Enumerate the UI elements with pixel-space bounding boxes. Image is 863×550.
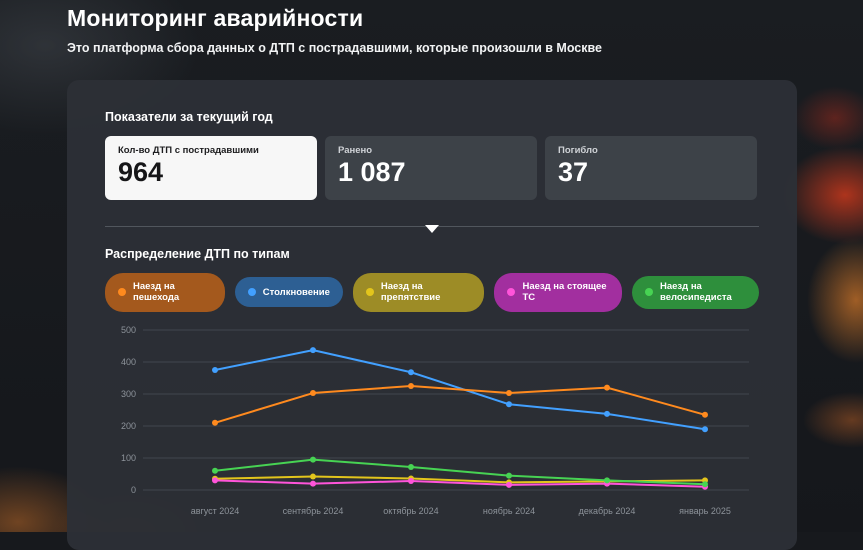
page-subtitle: Это платформа сбора данных о ДТП с постр… [67,41,602,55]
stat-card-value: 1 087 [338,157,406,187]
legend-label: Столкновение [262,286,330,298]
svg-text:август 2024: август 2024 [191,506,240,516]
legend-label: Наезд на стоящее ТС [522,281,607,304]
svg-text:октябрь 2024: октябрь 2024 [383,506,438,516]
stat-card-value: 964 [118,157,164,187]
chevron-down-icon [425,225,439,233]
stat-card-dtp-victims[interactable]: Кол-во ДТП с пострадавшими 964 [105,136,317,200]
dtp-types-line-chart: 0 100 200 300 400 500 август 2024 сентябрь 2024… [121,325,749,516]
svg-text:декабрь 2024: декабрь 2024 [579,506,636,516]
legend-dot-icon [365,288,374,297]
legend-dot-icon [247,288,256,297]
stat-card-value: 37 [558,157,589,187]
svg-text:400: 400 [121,357,136,367]
dashboard-panel: Показатели за текущий год Кол-во ДТП с п… [67,80,797,550]
section-divider [105,225,759,233]
chart-area: 0 100 200 300 400 500 август 2024 сентябрь 2024… [105,322,759,527]
legend-label: Наезд на препятствие [380,281,441,304]
legend-pill-standing-vehicle[interactable]: Наезд на стоящее ТС [494,273,622,312]
stat-cards: Кол-во ДТП с пострадавшими 964 Ранено 1 … [105,136,759,200]
distribution-heading: Распределение ДТП по типам [105,247,290,261]
stat-card-died[interactable]: Погибло 37 [545,136,757,200]
legend-pill-cyclist[interactable]: Наезд на велосипедиста [632,276,759,309]
legend-pill-pedestrian[interactable]: Наезд на пешехода [105,273,225,312]
legend-label: Наезд на велосипедиста [660,281,732,304]
svg-text:январь 2025: январь 2025 [679,506,731,516]
accident-monitoring-app: Мониторинг аварийности Это платформа сбо… [67,5,797,550]
legend-dot-icon [507,288,516,297]
stat-card-label: Погибло [558,145,598,156]
svg-text:500: 500 [121,325,136,335]
svg-text:200: 200 [121,421,136,431]
legend-dot-icon [645,288,653,297]
svg-text:100: 100 [121,453,136,463]
legend-pill-obstacle[interactable]: Наезд на препятствие [352,273,485,312]
stat-card-label: Ранено [338,145,373,156]
stat-card-injured[interactable]: Ранено 1 087 [325,136,537,200]
svg-text:ноябрь 2024: ноябрь 2024 [483,506,535,516]
legend-pill-collision[interactable]: Столкновение [234,277,343,308]
stat-card-label: Кол-во ДТП с пострадавшими [118,145,259,156]
svg-text:сентябрь 2024: сентябрь 2024 [283,506,344,516]
svg-text:300: 300 [121,389,136,399]
svg-text:0: 0 [131,485,136,495]
stats-heading: Показатели за текущий год [105,110,273,124]
legend-label: Наезд на пешехода [133,281,180,304]
chart-legend: Наезд на пешехода Столкновение Наезд на … [105,273,759,312]
page-header: Мониторинг аварийности Это платформа сбо… [67,5,602,55]
legend-dot-icon [118,288,126,297]
page-title: Мониторинг аварийности [67,5,364,31]
